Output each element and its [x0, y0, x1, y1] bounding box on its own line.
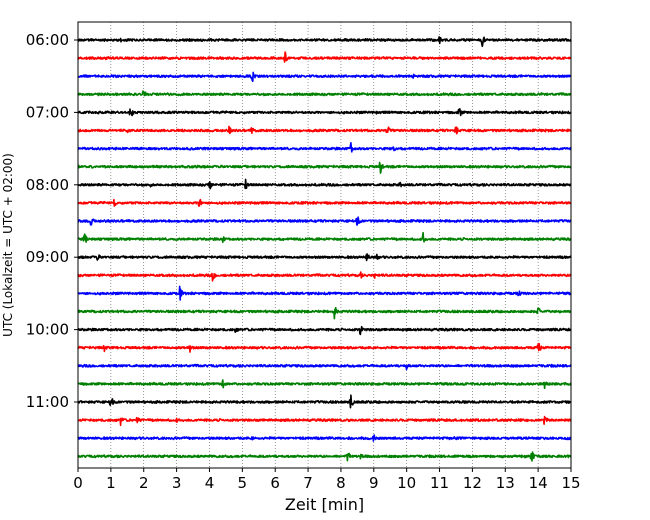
trace-0745 [77, 161, 572, 174]
x-tick-label-13: 13 [496, 474, 515, 492]
x-tick-label-11: 11 [430, 474, 449, 492]
x-axis-label: Zeit [min] [285, 495, 364, 514]
trace-0700 [77, 108, 572, 117]
x-tick-label-7: 7 [303, 474, 313, 492]
plot-frame [77, 21, 572, 469]
trace-0630 [77, 71, 572, 83]
trace-0830 [77, 216, 572, 226]
y-axis-label: UTC (Lokalzeit = UTC + 02:00) [1, 153, 15, 337]
trace-0945 [77, 306, 572, 320]
trace-0645 [77, 90, 572, 97]
trace-0615 [77, 51, 572, 63]
y-tick-label-5: 11:00 [26, 393, 69, 411]
x-tick-label-0: 0 [73, 474, 83, 492]
y-tick-label-2: 08:00 [26, 176, 69, 194]
y-ticks: 06:00 07:00 08:00 09:00 10:00 11:00 [26, 31, 78, 411]
trace-0730 [77, 142, 572, 153]
trace-1015 [77, 342, 572, 353]
x-tick-label-4: 4 [205, 474, 215, 492]
trace-0900 [77, 253, 572, 262]
trace-1100 [77, 394, 572, 409]
trace-0815 [77, 198, 572, 207]
trace-0845 [77, 231, 572, 244]
trace-1045 [77, 379, 572, 390]
y-tick-label-1: 07:00 [26, 103, 69, 121]
trace-lines [77, 36, 572, 462]
x-tick-label-2: 2 [139, 474, 149, 492]
y-tick-label-0: 06:00 [26, 31, 69, 49]
x-tick-label-8: 8 [336, 474, 346, 492]
x-tick-label-9: 9 [369, 474, 379, 492]
trace-1030 [77, 363, 572, 371]
x-tick-label-5: 5 [238, 474, 248, 492]
trace-0800 [77, 178, 572, 190]
x-tick-label-12: 12 [463, 474, 482, 492]
x-tick-label-6: 6 [270, 474, 280, 492]
trace-1115 [77, 415, 572, 427]
x-gridlines [110, 22, 539, 468]
trace-1130 [77, 434, 572, 442]
y-tick-label-3: 09:00 [26, 248, 69, 266]
trace-0600 [77, 36, 572, 48]
x-tick-label-1: 1 [106, 474, 116, 492]
x-tick-label-15: 15 [561, 474, 580, 492]
trace-0715 [77, 125, 572, 135]
trace-1000 [77, 325, 572, 336]
y-tick-label-4: 10:00 [26, 321, 69, 339]
trace-0930 [77, 285, 572, 301]
trace-0915 [77, 271, 572, 282]
x-tick-label-10: 10 [397, 474, 416, 492]
x-ticks: 0 1 2 3 4 5 6 7 8 9 10 11 12 13 14 15 [73, 468, 581, 492]
x-tick-label-14: 14 [529, 474, 548, 492]
trace-1145 [77, 451, 572, 462]
x-tick-label-3: 3 [172, 474, 182, 492]
